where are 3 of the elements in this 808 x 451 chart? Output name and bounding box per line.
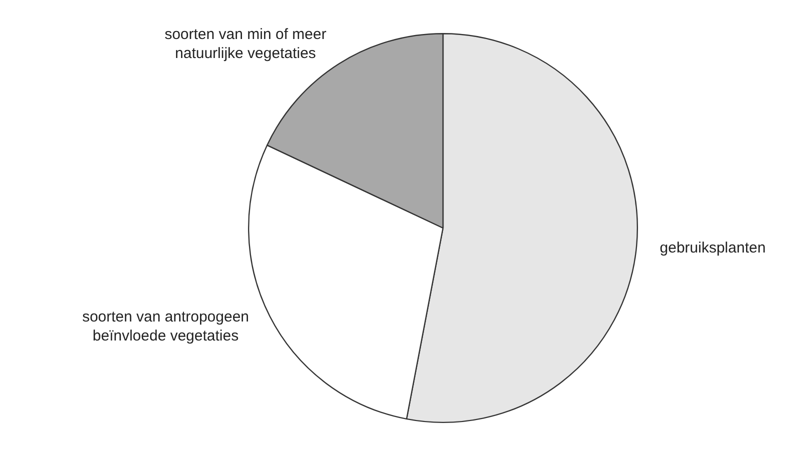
slice-label: soorten van min of meer natuurlijke vegetaties	[164, 26, 326, 62]
slice-label: soorten van antropogeen beïnvloede vegetaties	[82, 308, 250, 344]
slice-label: gebruiksplanten	[660, 240, 766, 257]
